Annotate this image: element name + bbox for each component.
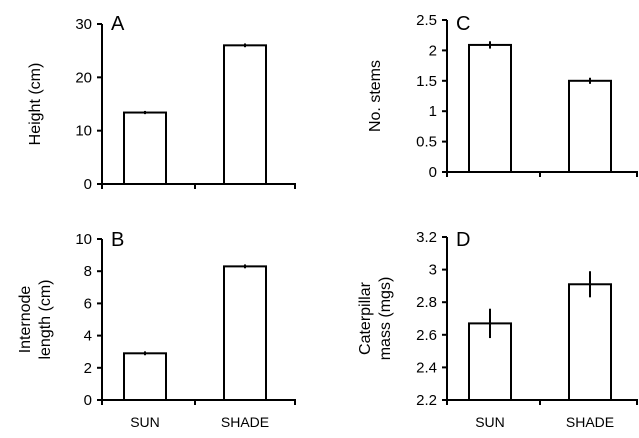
- panel-d: 2.2 2.4 2.6 2.8 3 3.2 SUN SHADE Caterpillar mass …: [357, 229, 638, 430]
- y-axis-title: mass (mgs): [377, 277, 394, 361]
- panel-letter: D: [456, 229, 470, 251]
- bar-shade: [223, 44, 267, 186]
- y-tick-label: 0: [429, 164, 437, 181]
- y-tick-label: 2.8: [416, 294, 437, 311]
- category-label-shade: SHADE: [221, 414, 269, 430]
- category-label-sun: SUN: [130, 414, 160, 430]
- bar-sun: [123, 352, 167, 401]
- panel-letter: A: [111, 13, 125, 35]
- y-tick-label: 2.5: [416, 12, 437, 29]
- y-tick-label: 3.2: [416, 229, 437, 246]
- y-axis-title: Internode: [17, 286, 34, 354]
- y-axis-title: No. stems: [367, 60, 384, 132]
- y-tick-label: 3: [429, 262, 437, 279]
- y-tick-label: 30: [75, 16, 92, 33]
- bar-shade: [223, 265, 267, 401]
- panel-b: 0 2 4 6 8 10 SUN SHADE Internode length (cm) B: [17, 229, 296, 430]
- bar-sun: [468, 43, 512, 173]
- y-tick-label: 8: [84, 263, 92, 280]
- panel-c: 0 0.5 1 1.5 2 2.5 No. stems C: [367, 12, 638, 181]
- y-tick-label: 10: [75, 123, 92, 140]
- y-tick-label: 2.4: [416, 359, 437, 376]
- category-label-sun: SUN: [475, 414, 505, 430]
- y-tick-label: 2: [84, 360, 92, 377]
- y-tick-label: 6: [84, 295, 92, 312]
- y-tick-label: 4: [84, 328, 92, 345]
- y-tick-label: 1.5: [416, 73, 437, 90]
- y-tick-label: 2.2: [416, 392, 437, 409]
- y-tick-label: 0.5: [416, 134, 437, 151]
- y-tick-label: 0: [84, 392, 92, 409]
- bar-shade: [568, 79, 612, 173]
- panel-letter: C: [456, 13, 470, 35]
- panel-a: 0 10 20 30 Height (cm) A: [27, 13, 296, 193]
- y-axis-title: Height (cm): [27, 63, 44, 146]
- y-axis-title: length (cm): [37, 279, 54, 359]
- y-axis-title: Caterpillar: [357, 281, 374, 355]
- y-tick-label: 20: [75, 69, 92, 86]
- y-tick-label: 0: [84, 176, 92, 193]
- y-tick-label: 2.6: [416, 327, 437, 344]
- category-label-shade: SHADE: [566, 414, 614, 430]
- bar-sun: [123, 111, 167, 185]
- bar-shade: [568, 283, 612, 401]
- y-tick-label: 10: [75, 231, 92, 248]
- panel-letter: B: [111, 229, 124, 251]
- y-tick-label: 1: [429, 103, 437, 120]
- y-tick-label: 2: [429, 42, 437, 59]
